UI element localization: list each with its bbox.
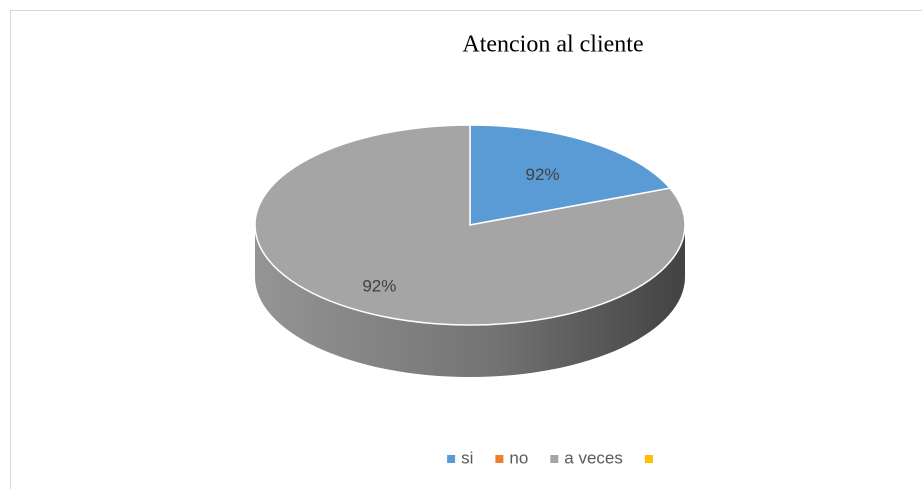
legend-label: si xyxy=(461,448,473,467)
legend-label: no xyxy=(509,448,528,467)
annotation: 92% xyxy=(362,277,396,296)
legend-swatch xyxy=(447,455,456,463)
slice xyxy=(469,124,672,226)
chart-border xyxy=(10,10,922,489)
legend-swatch xyxy=(495,455,504,463)
side-shading xyxy=(255,225,685,377)
legend-swatch xyxy=(550,455,559,463)
annotation: 92% xyxy=(525,165,559,184)
slice xyxy=(254,124,686,326)
chart-title: Atencion al cliente xyxy=(462,32,643,58)
legend-swatch xyxy=(644,455,653,463)
legend-label: a veces xyxy=(564,448,623,467)
